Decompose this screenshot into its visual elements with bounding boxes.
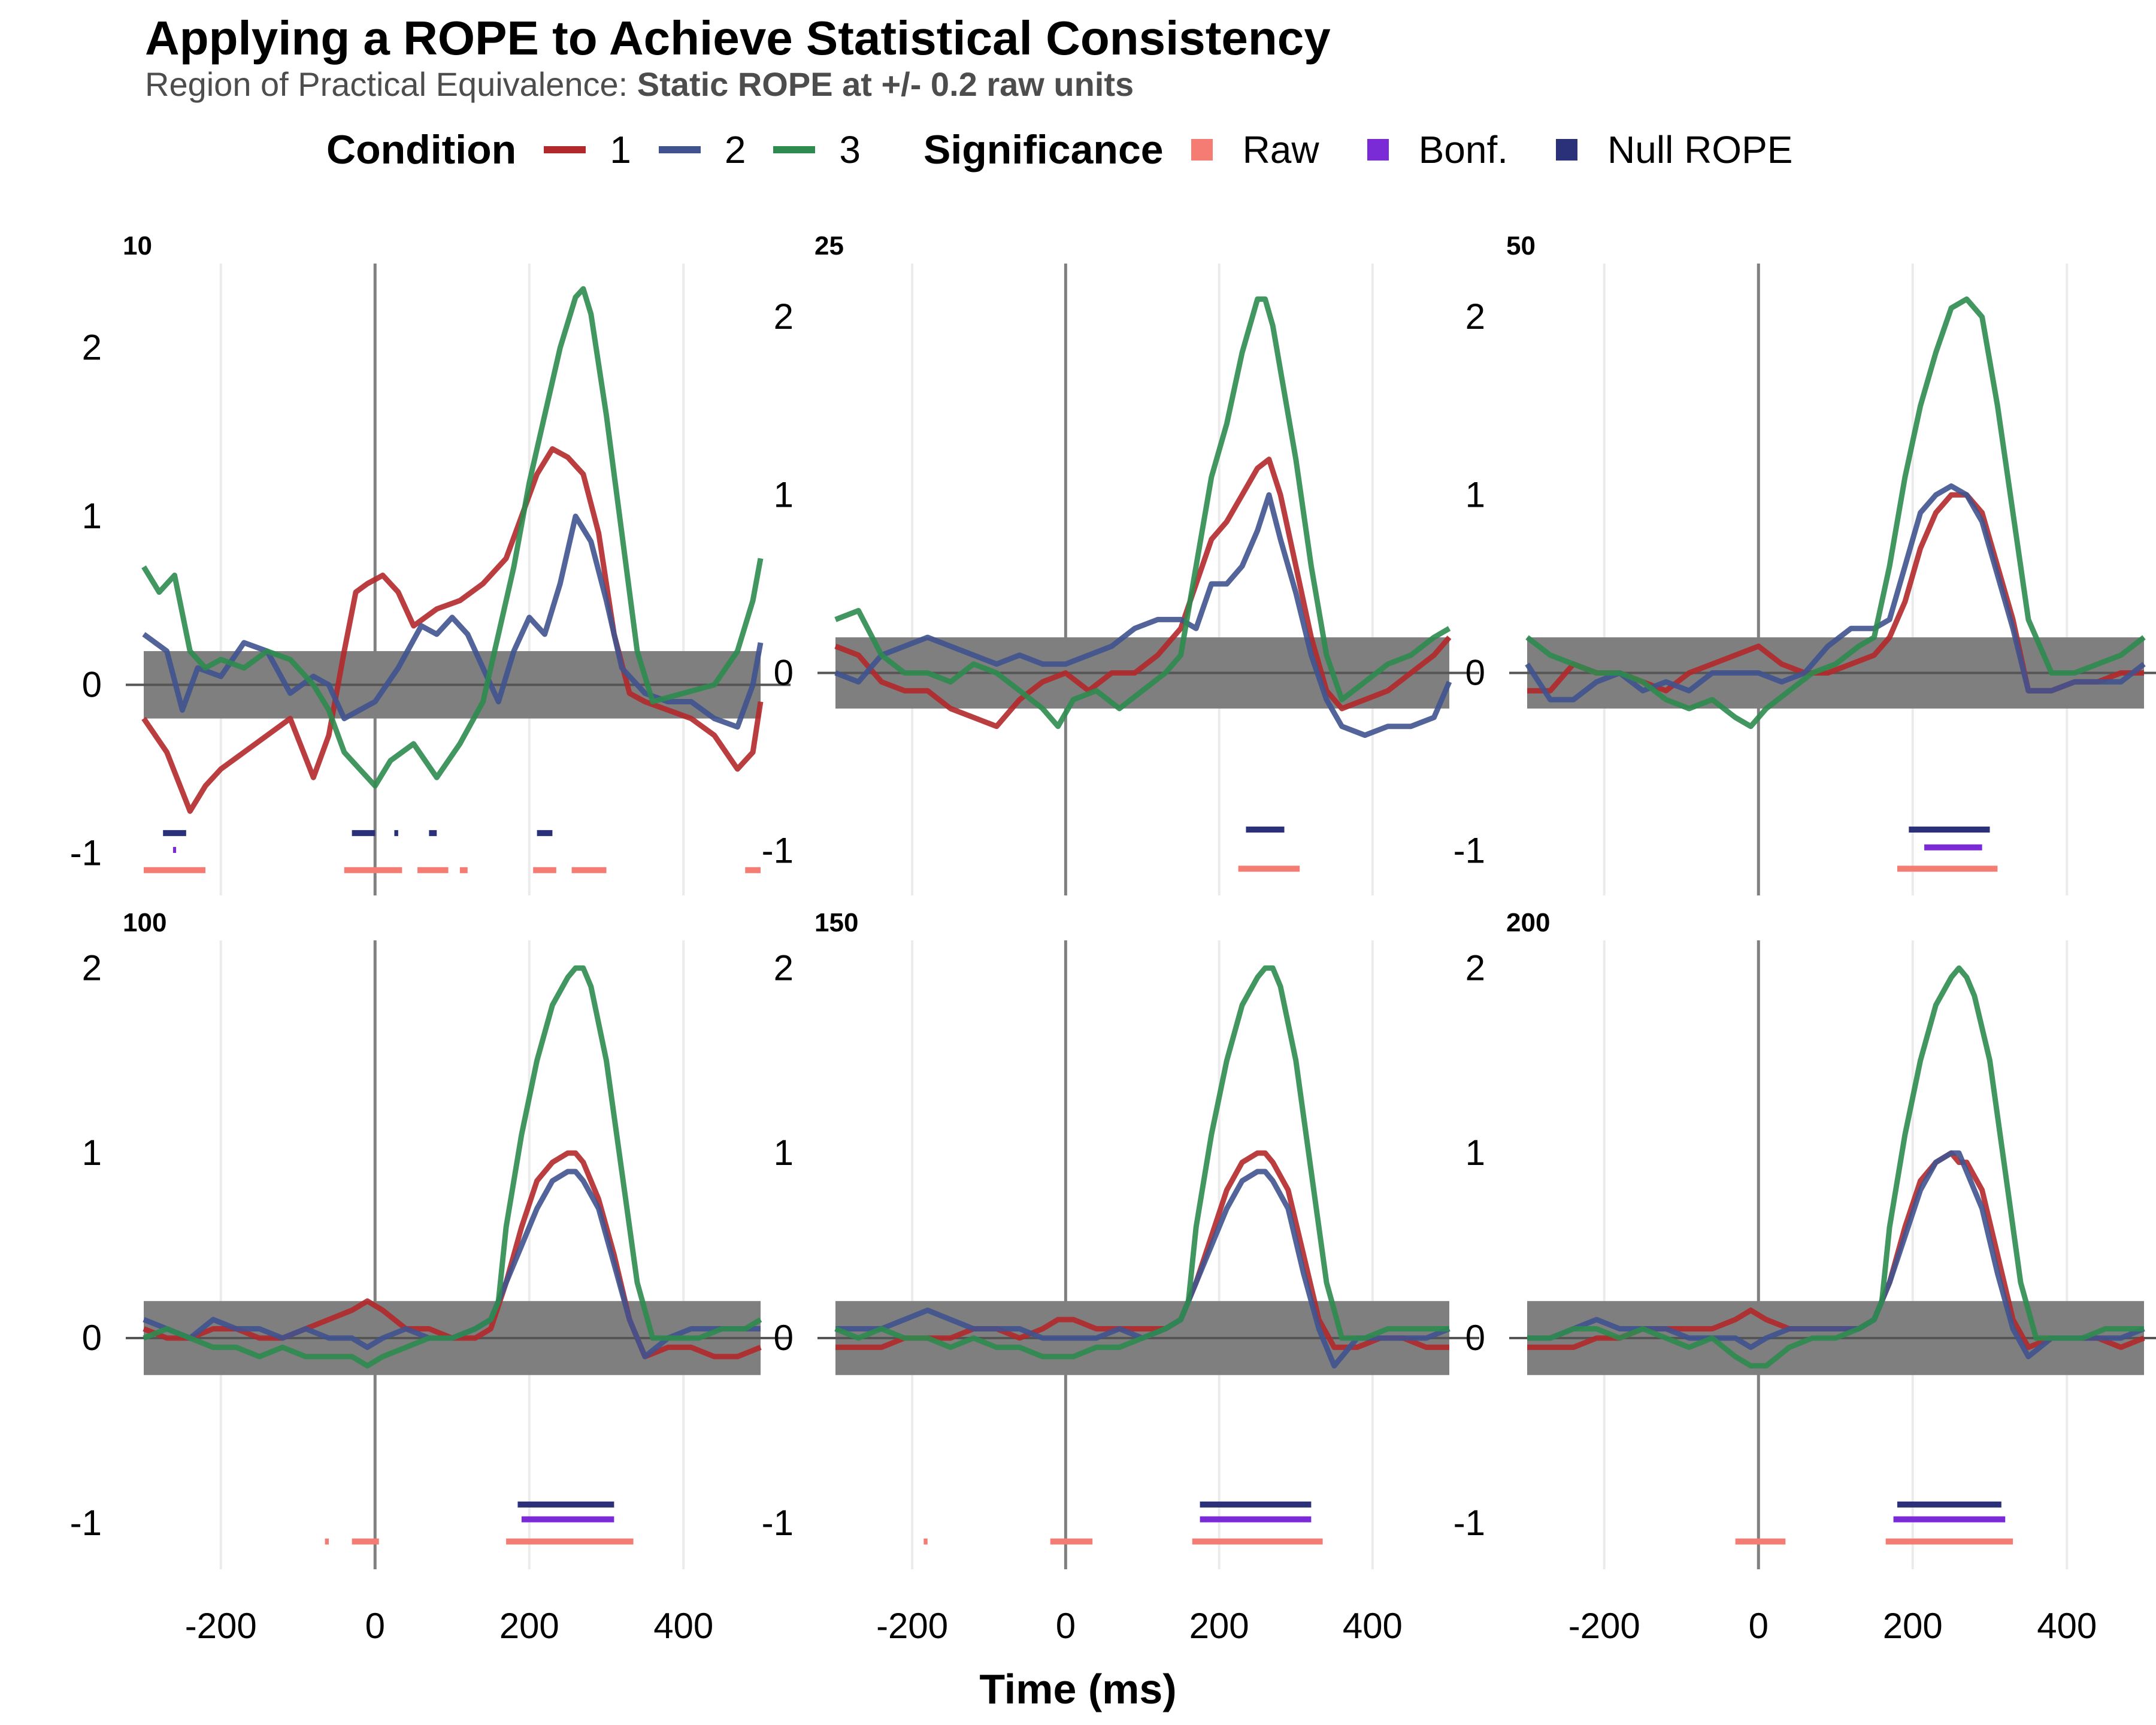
y-tick-label: -1 [70, 1503, 102, 1543]
y-tick-label: -1 [762, 831, 794, 871]
y-tick-label: 2 [1465, 296, 1485, 337]
y-tick-label: 1 [1465, 474, 1485, 515]
x-tick-label: -200 [876, 1606, 948, 1646]
legend-key-box [1367, 139, 1389, 161]
x-tick-label: 400 [2037, 1606, 2097, 1646]
x-tick-label: 200 [1189, 1606, 1249, 1646]
legend-condition-2: 2 [658, 128, 746, 172]
legend-significance-bonf: Bonf. [1367, 128, 1508, 172]
panel-200: 200 -1 0 1 2 -200 0 200 400 [1454, 908, 2156, 1646]
y-tick-label: 1 [774, 474, 794, 515]
legend-condition-1: 1 [544, 128, 631, 172]
series-line-3 [1527, 965, 2144, 1369]
panel-label: 50 [1506, 231, 1536, 261]
legend-label: Null ROPE [1607, 128, 1793, 171]
subtitle-bold: Static ROPE at +/- 0.2 raw units [637, 65, 1134, 103]
series-line-3 [141, 286, 764, 789]
x-axis-label: Time (ms) [979, 1666, 1177, 1712]
legend-significance-title: Significance [923, 127, 1164, 172]
chart-subtitle: Region of Practical Equivalence: Static … [145, 65, 1134, 104]
x-tick-label: 200 [1883, 1606, 1943, 1646]
x-tick-label: 400 [1343, 1606, 1403, 1646]
y-tick-label: 1 [82, 1133, 102, 1173]
series-line-1 [141, 446, 764, 814]
chart-title: Applying a ROPE to Achieve Statistical C… [145, 11, 1331, 65]
series-line-3 [834, 296, 1451, 730]
y-tick-label: 2 [1465, 948, 1485, 988]
x-tick-label: -200 [185, 1606, 257, 1646]
legend-label: Bonf. [1418, 128, 1509, 171]
y-tick-label: -1 [762, 1503, 794, 1543]
y-tick-label: 0 [774, 653, 794, 693]
y-tick-label: 2 [774, 296, 794, 337]
panel-label: 25 [814, 231, 844, 261]
y-tick-label: 0 [82, 664, 102, 704]
y-tick-label: 0 [1465, 1318, 1485, 1358]
legend-condition-3: 3 [773, 128, 861, 172]
legend-label: 2 [724, 128, 746, 171]
legend-significance-null-rope: Null ROPE [1556, 128, 1792, 172]
panel-label: 100 [123, 908, 166, 937]
legend-label: Raw [1242, 128, 1319, 171]
series-line-3 [143, 965, 762, 1369]
y-tick-label: -1 [1454, 831, 1485, 871]
legend-condition-title: Condition [326, 127, 517, 172]
y-tick-label: 2 [82, 948, 102, 988]
x-tick-label: -200 [1568, 1606, 1640, 1646]
panel-label: 200 [1506, 908, 1550, 937]
series-line-3 [1525, 296, 2146, 730]
x-tick-label: 0 [1749, 1606, 1769, 1646]
legend-key-line [658, 146, 701, 153]
legend-label: 1 [610, 128, 631, 171]
y-tick-label: 0 [774, 1318, 794, 1358]
y-tick-label: 2 [82, 328, 102, 368]
subtitle-prefix: Region of Practical Equivalence: [145, 65, 637, 103]
panel-25: 25 -1 0 1 2 [762, 231, 1479, 895]
panel-50: 50 -1 0 1 2 [1454, 231, 2156, 895]
legend-key-box [1191, 139, 1213, 161]
x-tick-label: 400 [653, 1606, 713, 1646]
x-tick-label: 200 [499, 1606, 559, 1646]
legend-key-box [1556, 139, 1578, 161]
legend-key-line [773, 146, 816, 153]
legend-key-line [544, 146, 586, 153]
legend-significance-raw: Raw [1191, 128, 1319, 172]
x-tick-label: 0 [365, 1606, 385, 1646]
panel-100: 100 -1 0 1 2 -200 0 200 400 [70, 908, 791, 1646]
y-tick-label: 1 [774, 1133, 794, 1173]
legend: Condition 1 2 3 Significance Raw Bonf. N… [326, 123, 1820, 177]
y-tick-label: -1 [1454, 1503, 1485, 1543]
panel-label: 10 [123, 231, 152, 261]
series-line-3 [834, 965, 1449, 1360]
y-tick-label: 1 [1465, 1133, 1485, 1173]
y-tick-label: 0 [1465, 653, 1485, 693]
panel-150: 150 -1 0 1 2 -200 0 200 400 [762, 908, 1479, 1646]
legend-label: 3 [839, 128, 861, 171]
x-tick-label: 0 [1056, 1606, 1076, 1646]
y-tick-label: 1 [82, 496, 102, 536]
y-tick-label: 2 [774, 948, 794, 988]
y-tick-label: 0 [82, 1318, 102, 1358]
panel-label: 150 [814, 908, 858, 937]
y-tick-label: -1 [70, 833, 102, 873]
